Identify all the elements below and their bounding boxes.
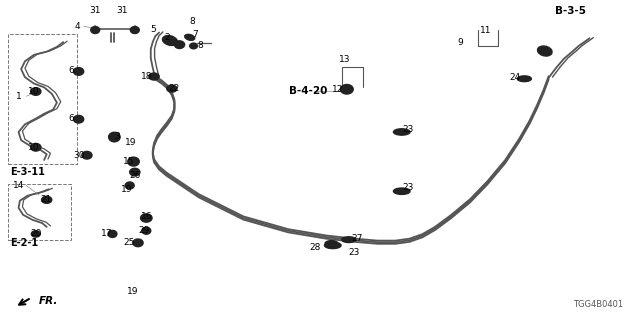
Text: 7: 7 [193, 30, 198, 39]
Text: 31: 31 [116, 6, 128, 15]
Ellipse shape [108, 230, 117, 237]
Text: 23: 23 [403, 183, 414, 192]
Text: 15: 15 [123, 157, 134, 166]
Text: 19: 19 [121, 185, 132, 194]
Ellipse shape [128, 157, 140, 166]
Text: 3: 3 [115, 132, 120, 140]
Ellipse shape [163, 36, 177, 45]
Text: 25: 25 [124, 238, 135, 247]
Ellipse shape [394, 129, 410, 135]
Ellipse shape [517, 76, 531, 82]
Ellipse shape [130, 168, 140, 176]
Text: 22: 22 [169, 84, 180, 93]
Ellipse shape [74, 68, 84, 75]
Text: 9: 9 [458, 38, 463, 47]
Ellipse shape [174, 41, 184, 49]
Bar [8, 34, 77, 164]
Text: 31: 31 [90, 6, 101, 15]
Text: 23: 23 [403, 124, 414, 133]
Ellipse shape [125, 182, 134, 189]
Text: 19: 19 [127, 287, 139, 296]
Text: 28: 28 [309, 243, 321, 252]
Ellipse shape [133, 239, 143, 247]
Text: E-2-1: E-2-1 [10, 238, 38, 248]
Text: 11: 11 [480, 27, 492, 36]
Ellipse shape [340, 84, 353, 94]
Ellipse shape [167, 85, 177, 92]
Text: 6: 6 [68, 114, 74, 123]
Ellipse shape [324, 242, 341, 249]
Ellipse shape [31, 231, 40, 237]
Ellipse shape [74, 116, 84, 123]
Ellipse shape [325, 241, 338, 246]
Ellipse shape [91, 27, 100, 34]
Text: 2: 2 [164, 33, 170, 42]
Text: 5: 5 [150, 25, 156, 34]
Text: 19: 19 [125, 138, 136, 147]
Text: 29: 29 [139, 226, 150, 235]
Ellipse shape [149, 73, 159, 80]
Text: 8: 8 [197, 41, 203, 51]
Text: 23: 23 [349, 248, 360, 257]
Ellipse shape [394, 188, 410, 195]
Ellipse shape [82, 151, 92, 159]
Ellipse shape [538, 46, 552, 56]
Ellipse shape [342, 237, 356, 243]
Ellipse shape [189, 43, 197, 49]
Text: E-3-11: E-3-11 [10, 167, 45, 177]
Text: 4: 4 [74, 22, 80, 31]
Text: 26: 26 [129, 171, 141, 180]
Ellipse shape [131, 27, 140, 34]
Text: 10: 10 [28, 143, 40, 152]
Text: 12: 12 [332, 85, 344, 94]
Text: 20: 20 [30, 229, 42, 238]
Text: 13: 13 [339, 55, 350, 64]
Ellipse shape [141, 214, 152, 222]
Ellipse shape [31, 88, 41, 95]
Text: 21: 21 [40, 195, 52, 204]
Text: 6: 6 [68, 66, 74, 75]
Text: 10: 10 [28, 87, 40, 96]
Bar [8, 184, 71, 240]
Text: FR.: FR. [39, 296, 58, 306]
Text: 16: 16 [141, 212, 152, 221]
Ellipse shape [31, 143, 41, 151]
Text: 18: 18 [141, 72, 152, 81]
Ellipse shape [42, 196, 52, 203]
Text: 14: 14 [13, 181, 24, 190]
Text: 8: 8 [189, 17, 195, 26]
Text: 24: 24 [509, 73, 520, 82]
Text: B-4-20: B-4-20 [289, 85, 328, 96]
Ellipse shape [142, 227, 151, 234]
Ellipse shape [109, 132, 120, 142]
Text: B-3-5: B-3-5 [555, 6, 586, 16]
Text: 30: 30 [73, 151, 84, 160]
Ellipse shape [185, 34, 195, 40]
Text: 27: 27 [351, 234, 363, 243]
Text: TGG4B0401: TGG4B0401 [573, 300, 623, 309]
Text: 17: 17 [101, 229, 113, 238]
Text: 1: 1 [16, 92, 22, 101]
